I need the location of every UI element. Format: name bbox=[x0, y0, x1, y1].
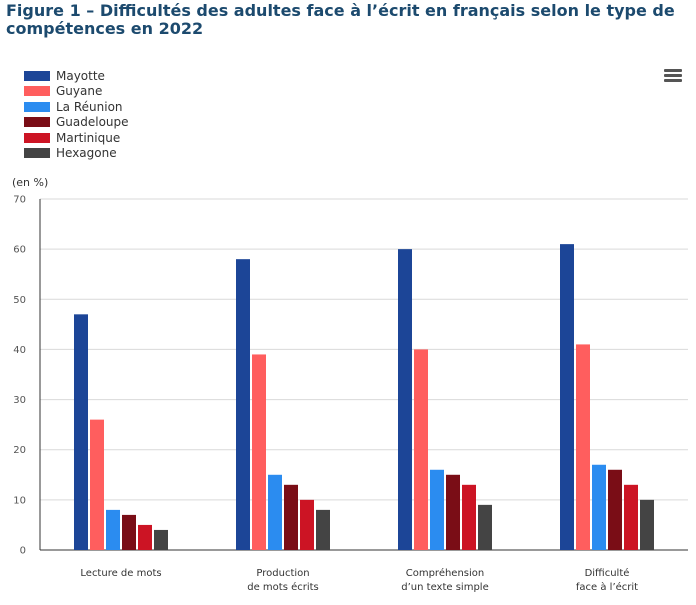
x-category-label: Production bbox=[256, 568, 309, 579]
bar[interactable] bbox=[90, 419, 104, 550]
bar[interactable] bbox=[316, 509, 330, 550]
chart-title: Figure 1 – Difficultés des adultes face … bbox=[6, 1, 675, 38]
bar[interactable] bbox=[236, 259, 250, 550]
y-tick-label: 30 bbox=[13, 395, 26, 406]
legend-label: Mayotte bbox=[56, 68, 105, 83]
bar[interactable] bbox=[74, 314, 88, 550]
bar[interactable] bbox=[300, 499, 314, 550]
legend-label: Guyane bbox=[56, 84, 103, 99]
bar[interactable] bbox=[478, 504, 492, 550]
legend-label: Guadeloupe bbox=[56, 115, 129, 130]
bar[interactable] bbox=[576, 344, 590, 550]
bar[interactable] bbox=[398, 249, 412, 550]
bar[interactable] bbox=[122, 514, 136, 550]
y-tick-label: 70 bbox=[13, 195, 26, 206]
y-tick-label: 0 bbox=[20, 546, 26, 557]
y-tick-label: 50 bbox=[13, 295, 26, 306]
legend-item[interactable]: Mayotte bbox=[24, 68, 129, 84]
bar[interactable] bbox=[154, 529, 168, 550]
legend-swatch bbox=[24, 101, 50, 112]
hamburger-menu-icon[interactable] bbox=[664, 69, 682, 83]
legend-item[interactable]: Martinique bbox=[24, 130, 129, 146]
x-category-label: Compréhension bbox=[406, 567, 485, 579]
bar[interactable] bbox=[446, 474, 460, 550]
legend-swatch bbox=[24, 132, 50, 143]
bar[interactable] bbox=[414, 349, 428, 550]
bar[interactable] bbox=[462, 484, 476, 550]
bar[interactable] bbox=[560, 244, 574, 550]
bar[interactable] bbox=[252, 354, 266, 550]
bar[interactable] bbox=[430, 469, 444, 550]
legend-swatch bbox=[24, 117, 50, 128]
bar[interactable] bbox=[138, 524, 152, 550]
bar[interactable] bbox=[284, 484, 298, 550]
legend-swatch bbox=[24, 148, 50, 159]
x-category-label: d’un texte simple bbox=[401, 582, 488, 593]
x-category-label: de mots écrits bbox=[247, 581, 319, 593]
bar[interactable] bbox=[608, 469, 622, 550]
legend-swatch bbox=[24, 86, 50, 97]
y-unit-label: (en %) bbox=[12, 176, 48, 189]
x-category-label: Lecture de mots bbox=[80, 568, 161, 579]
bar[interactable] bbox=[624, 484, 638, 550]
bar[interactable] bbox=[106, 509, 120, 550]
legend-item[interactable]: Guyane bbox=[24, 84, 129, 100]
legend: Mayotte Guyane La Réunion Guadeloupe Martini… bbox=[24, 68, 129, 161]
legend-label: La Réunion bbox=[56, 99, 123, 114]
x-category-label: face à l’écrit bbox=[576, 581, 638, 593]
bar[interactable] bbox=[640, 499, 654, 550]
legend-swatch bbox=[24, 70, 50, 81]
x-category-label: Difficulté bbox=[585, 567, 630, 579]
legend-label: Hexagone bbox=[56, 146, 117, 161]
y-tick-label: 20 bbox=[13, 445, 26, 456]
y-tick-label: 60 bbox=[13, 245, 26, 256]
bar[interactable] bbox=[592, 464, 606, 550]
legend-item[interactable]: Guadeloupe bbox=[24, 115, 129, 131]
bar[interactable] bbox=[268, 474, 282, 550]
legend-item[interactable]: La Réunion bbox=[24, 99, 129, 115]
y-tick-label: 10 bbox=[13, 495, 26, 506]
legend-label: Martinique bbox=[56, 130, 121, 145]
legend-item[interactable]: Hexagone bbox=[24, 146, 129, 162]
y-tick-label: 40 bbox=[13, 345, 26, 356]
